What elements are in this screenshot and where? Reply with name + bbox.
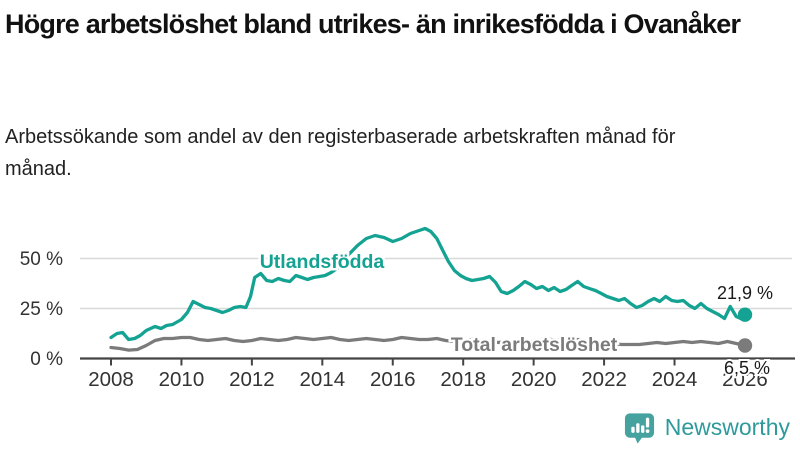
series-line-1 bbox=[109, 335, 747, 352]
series-label-1: Total arbetslöshet bbox=[451, 334, 618, 356]
x-axis-label: 2020 bbox=[511, 368, 557, 391]
x-axis-label: 2026 bbox=[722, 368, 768, 391]
page-title: Högre arbetslöshet bland utrikes- än inr… bbox=[5, 9, 741, 39]
y-axis-label: 0 % bbox=[30, 349, 63, 370]
endpoint-value-label-0: 21,9 % bbox=[717, 283, 773, 303]
x-axis-label: 2016 bbox=[370, 368, 416, 391]
unemployment-line-chart: 0 % 25 % 50 % 2008 2010 2012 2014 2016 2018 2020 2… bbox=[0, 195, 800, 400]
x-axis-label: 2012 bbox=[229, 368, 275, 391]
newsworthy-wordmark: Newsworthy bbox=[664, 414, 790, 440]
series-label-0: Utlandsfödda bbox=[260, 251, 385, 273]
series-endpoint-dot-1 bbox=[737, 338, 753, 353]
endpoint-value-label-1: 6,5 % bbox=[724, 358, 770, 378]
page-subtitle: Arbetssökande som andel av den registerb… bbox=[5, 126, 676, 180]
x-axis-label: 2010 bbox=[159, 368, 205, 391]
x-axis-label: 2014 bbox=[300, 368, 346, 391]
x-axis-label: 2018 bbox=[440, 368, 486, 391]
y-axis-label: 25 % bbox=[20, 299, 63, 320]
newsworthy-logo-icon bbox=[624, 413, 654, 444]
x-axis-label: 2022 bbox=[581, 368, 627, 391]
x-axis-label: 2024 bbox=[652, 368, 698, 391]
newsworthy-branding: Newsworthy bbox=[623, 411, 790, 444]
y-axis-label: 50 % bbox=[20, 249, 63, 270]
series-line-0 bbox=[109, 226, 747, 342]
series-endpoint-dot-0 bbox=[737, 307, 753, 322]
x-axis-label: 2008 bbox=[88, 368, 134, 391]
line-chart-canvas: 0 % 25 % 50 % 2008 2010 2012 2014 2016 2018 2020 2… bbox=[20, 226, 795, 391]
